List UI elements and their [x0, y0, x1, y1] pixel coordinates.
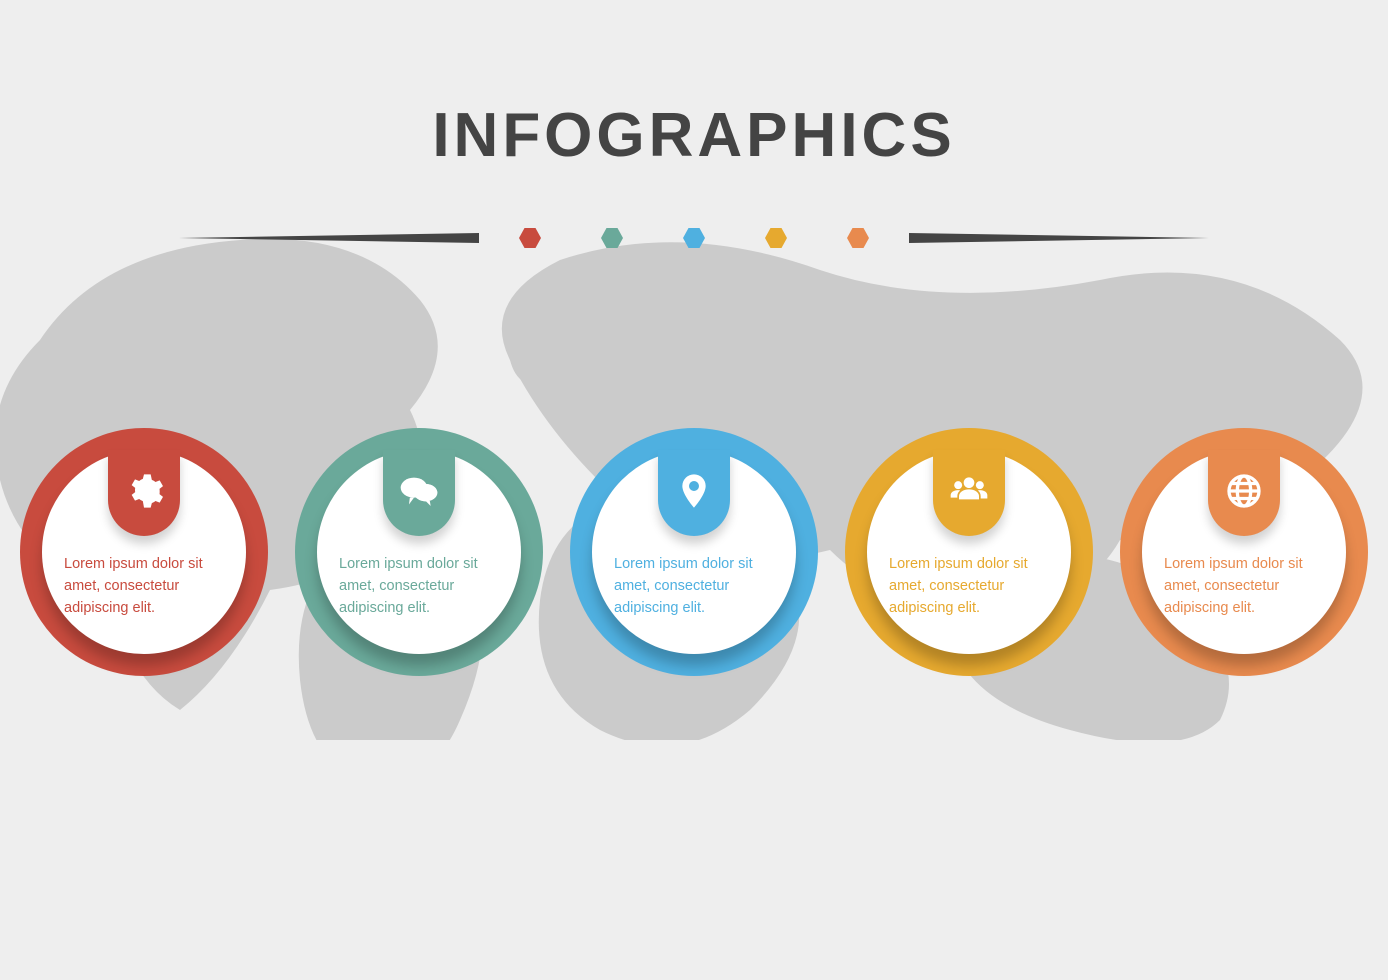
divider-line-left — [179, 233, 479, 243]
circle-item-1: Lorem ipsum dolor sit amet, consectetur … — [295, 428, 543, 676]
divider-hex-4 — [847, 228, 869, 248]
circle-caption-4: Lorem ipsum dolor sit amet, consectetur … — [1164, 554, 1324, 619]
circle-item-0: Lorem ipsum dolor sit amet, consectetur … — [20, 428, 268, 676]
circle-tab-2 — [658, 450, 730, 536]
divider-line-right — [909, 233, 1209, 243]
circle-caption-0: Lorem ipsum dolor sit amet, consectetur … — [64, 554, 224, 619]
gear-icon — [124, 471, 164, 516]
circle-caption-1: Lorem ipsum dolor sit amet, consectetur … — [339, 554, 499, 619]
circle-caption-3: Lorem ipsum dolor sit amet, consectetur … — [889, 554, 1049, 619]
divider-hex-2 — [683, 228, 705, 248]
circle-tab-3 — [933, 450, 1005, 536]
divider-hex-1 — [601, 228, 623, 248]
circle-caption-2: Lorem ipsum dolor sit amet, consectetur … — [614, 554, 774, 619]
circle-tab-1 — [383, 450, 455, 536]
circle-tab-0 — [108, 450, 180, 536]
divider-hex-0 — [519, 228, 541, 248]
page-title: INFOGRAPHICS — [0, 100, 1388, 171]
divider-hex-3 — [765, 228, 787, 248]
divider-hex-row — [479, 228, 909, 248]
pin-icon — [674, 471, 714, 516]
title-divider — [0, 228, 1388, 248]
circle-item-4: Lorem ipsum dolor sit amet, consectetur … — [1120, 428, 1368, 676]
chat-icon — [399, 471, 439, 516]
circles-row: Lorem ipsum dolor sit amet, consectetur … — [20, 428, 1368, 676]
circle-tab-4 — [1208, 450, 1280, 536]
globe-icon — [1224, 471, 1264, 516]
people-icon — [949, 471, 989, 516]
circle-item-3: Lorem ipsum dolor sit amet, consectetur … — [845, 428, 1093, 676]
circle-item-2: Lorem ipsum dolor sit amet, consectetur … — [570, 428, 818, 676]
